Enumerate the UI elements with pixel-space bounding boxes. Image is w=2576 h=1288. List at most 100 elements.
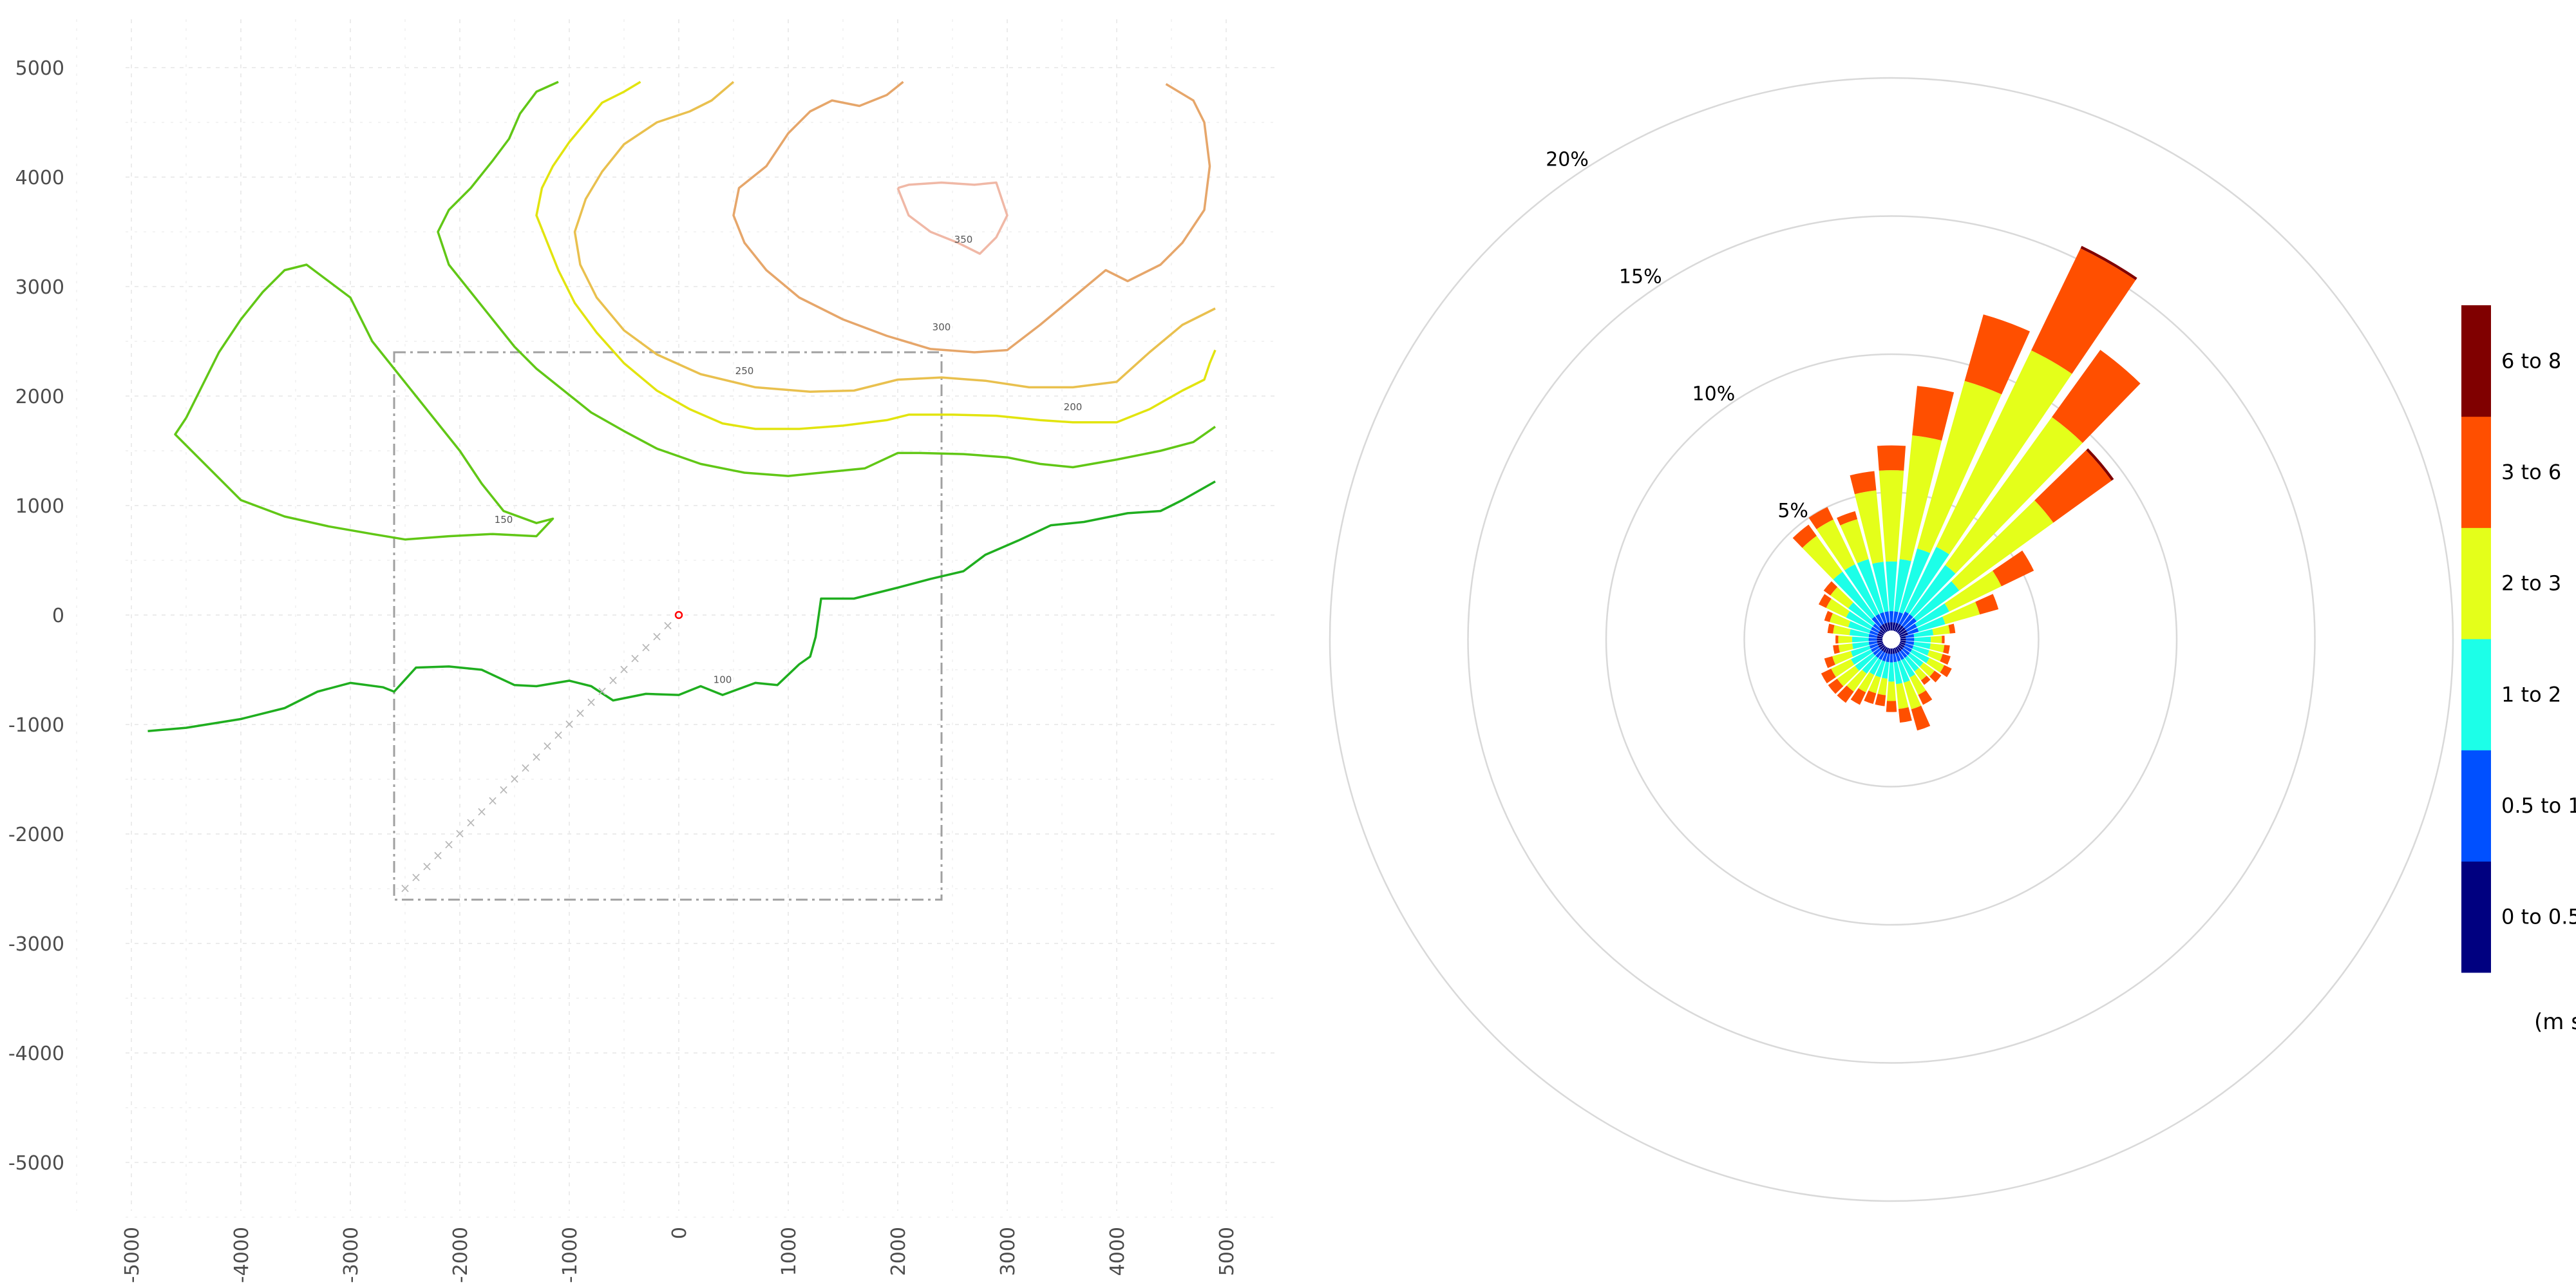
x-tick-label: 4000 <box>1106 1227 1129 1276</box>
rose-sector-60-bin-0 <box>1899 629 1908 636</box>
rose-sector-240-bin-3 <box>1831 659 1855 677</box>
contour-labels: 100 150 200 250 300 350 <box>495 234 1083 685</box>
rose-sector-260-bin-4 <box>1833 645 1840 654</box>
rose-sector-220-bin-0 <box>1881 646 1886 652</box>
rose-sector-20-bin-0 <box>1893 623 1899 632</box>
rose-sector-330-bin-4 <box>1808 507 1833 529</box>
rose-sector-20-bin-4 <box>1964 314 2031 395</box>
grid <box>76 19 1278 1218</box>
path-marker: × <box>586 694 597 710</box>
rose-sector-260-bin-0 <box>1877 640 1883 643</box>
legend-labels: 0 to 0.5 0.5 to 1 1 to 2 2 to 3 3 to 6 6 to 8 <box>2501 348 2576 929</box>
path-marker: × <box>498 782 509 797</box>
rose-sector-320-bin-2 <box>1833 571 1875 620</box>
rose-sector-210-bin-4 <box>1850 688 1866 705</box>
rose-sector-140-bin-0 <box>1897 646 1902 652</box>
rose-sector-50-bin-0 <box>1898 627 1906 634</box>
rose-sector-40-bin-2 <box>1909 565 1956 618</box>
rose-sector-130-bin-4 <box>1929 670 1942 683</box>
rose-sector-110-bin-0 <box>1899 641 1906 646</box>
rose-sector-120-bin-0 <box>1899 643 1905 648</box>
rose-sector-240-bin-4 <box>1821 668 1836 684</box>
source-area-box <box>393 351 943 901</box>
rose-sector-110-bin-2 <box>1912 645 1929 656</box>
contour-label-350: 350 <box>954 234 973 245</box>
rose-sector-0-bin-3 <box>1879 470 1904 562</box>
rose-sector-170-bin-1 <box>1893 653 1897 663</box>
rose-sector-30-bin-5 <box>2080 245 2137 281</box>
rose-sector-150-bin-2 <box>1901 658 1915 677</box>
y-tick-label: 0 <box>52 605 64 627</box>
path-marker: × <box>630 650 641 666</box>
legend-title: (m s⁻¹) <box>2534 1009 2576 1035</box>
rose-sector-110-bin-1 <box>1904 643 1914 649</box>
rose-sector-90-bin-1 <box>1906 638 1915 641</box>
rose-sector-140-bin-1 <box>1900 650 1908 658</box>
rose-sector-20-bin-1 <box>1896 612 1904 624</box>
x-tick-label: -2000 <box>450 1227 472 1283</box>
rose-sector-220-bin-1 <box>1875 650 1883 658</box>
radial-axis-label: 10% <box>1692 383 1736 405</box>
rose-sector-110-bin-3 <box>1927 650 1943 661</box>
rose-sector-40-bin-3 <box>1945 417 2083 574</box>
rose-sector-270-bin-0 <box>1877 638 1883 641</box>
rose-sector-40-bin-0 <box>1897 625 1904 633</box>
rose-sector-230-bin-1 <box>1873 648 1881 656</box>
rose-sector-90-bin-0 <box>1900 638 1906 641</box>
rose-sector-230-bin-3 <box>1837 665 1859 687</box>
legend-label: 0 to 0.5 <box>2501 905 2576 929</box>
rose-sector-120-bin-4 <box>1940 665 1952 677</box>
rose-sector-230-bin-2 <box>1855 652 1875 671</box>
rose-sector-320-bin-4 <box>1792 524 1817 548</box>
rose-sector-20-bin-3 <box>1917 381 2002 553</box>
path-markers: ××××××××××××××××××××××××× <box>400 611 683 896</box>
rose-sector-350-bin-4 <box>1850 471 1877 495</box>
rose-sector-210-bin-3 <box>1858 672 1875 693</box>
rose-sector-310-bin-4 <box>1823 581 1838 596</box>
path-marker: × <box>488 793 498 808</box>
rose-sector-240-bin-2 <box>1851 649 1873 665</box>
path-marker: × <box>564 716 575 732</box>
rose-sector-120-bin-3 <box>1926 658 1945 673</box>
rose-sector-50-bin-5 <box>2086 448 2114 481</box>
path-marker: × <box>575 705 586 721</box>
rose-sector-180-bin-3 <box>1887 681 1896 701</box>
rose-sector-150-bin-1 <box>1897 651 1904 660</box>
rose-sector-330-bin-1 <box>1875 614 1884 625</box>
rose-sector-340-bin-1 <box>1879 612 1887 624</box>
legend-swatch <box>2461 750 2491 862</box>
rose-sector-140-bin-3 <box>1914 667 1927 681</box>
rose-sector-270-bin-2 <box>1852 636 1869 643</box>
y-tick-label: 1000 <box>15 495 64 518</box>
rose-sector-100-bin-0 <box>1900 640 1906 643</box>
rose-sector-100-bin-1 <box>1905 641 1915 645</box>
legend-swatch <box>2461 861 2491 973</box>
radial-ring <box>1467 215 2316 1064</box>
rose-sector-240-bin-0 <box>1878 643 1884 648</box>
rose-sector-50-bin-4 <box>2034 450 2112 523</box>
rose-sector-160-bin-4 <box>1911 705 1931 731</box>
path-marker: × <box>542 738 553 753</box>
legend-swatch <box>2461 416 2491 528</box>
rose-sector-50-bin-2 <box>1913 581 1960 621</box>
rose-sector-0-bin-2 <box>1886 561 1897 612</box>
rose-sector-130-bin-2 <box>1908 652 1924 667</box>
radial-axis-labels: 5% 10% 15% 20% <box>1546 149 1808 523</box>
rose-sector-120-bin-2 <box>1910 649 1929 663</box>
path-marker: × <box>466 815 477 830</box>
y-tick-label: -1000 <box>8 714 64 737</box>
rose-sector-190-bin-4 <box>1875 694 1886 706</box>
rose-sector-240-bin-1 <box>1871 645 1880 652</box>
rose-sector-350-bin-1 <box>1884 611 1890 623</box>
x-tick-label: -5000 <box>121 1227 144 1283</box>
rose-sector-310-bin-2 <box>1848 602 1875 627</box>
rose-sector-220-bin-4 <box>1837 685 1854 703</box>
rose-sector-0-bin-4 <box>1877 445 1906 471</box>
y-tick-label: -3000 <box>8 933 64 956</box>
rose-sector-250-bin-4 <box>1824 656 1835 668</box>
rose-sector-200-bin-3 <box>1868 675 1881 694</box>
wind-rose: 5% 10% 15% 20% <box>1329 77 2454 1202</box>
legend-swatch <box>2461 305 2491 417</box>
x-tick-labels: -5000 -4000 -3000 -2000 -1000 0 1000 2000 3000 40… <box>121 1227 1238 1283</box>
rose-sector-290-bin-2 <box>1848 621 1871 634</box>
